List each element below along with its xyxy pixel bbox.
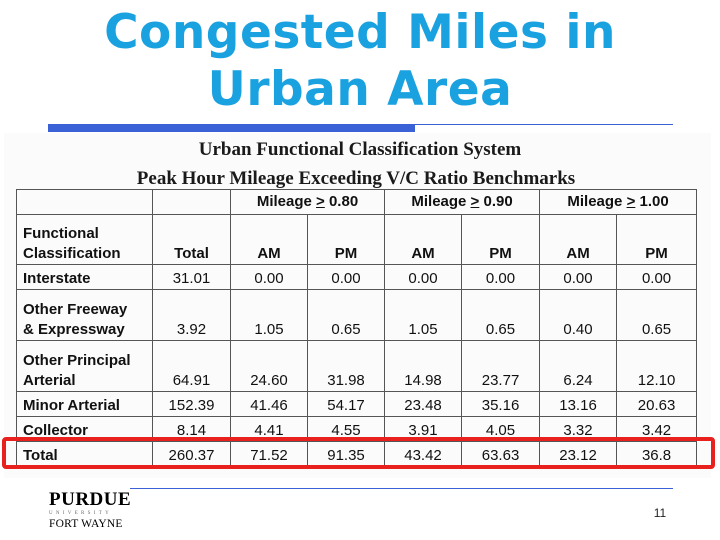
table-cell: 0.00 bbox=[539, 264, 618, 290]
row-label: Other Freeway & Expressway bbox=[16, 289, 153, 341]
table-cell: 91.35 bbox=[306, 441, 386, 467]
logo-university: UNIVERSITY bbox=[49, 511, 112, 516]
table-cell: 24.60 bbox=[230, 340, 308, 392]
total-row-highlight bbox=[2, 437, 715, 469]
header-pm: PM bbox=[616, 214, 698, 265]
table-cell: 0.00 bbox=[461, 264, 541, 290]
table-cell: 31.98 bbox=[306, 340, 386, 392]
table-cell: 1.05 bbox=[384, 289, 463, 341]
table-row: Other Freeway & Expressway 3.92 1.05 0.65… bbox=[16, 289, 698, 341]
footer-divider bbox=[130, 488, 673, 489]
table-cell: 64.91 bbox=[152, 340, 231, 392]
column-header-row: Functional Classification Total AM PM AM … bbox=[16, 214, 698, 265]
group-header-090: Mileage > 0.90 bbox=[384, 189, 541, 215]
table-row-total: Total 260.37 71.52 91.35 43.42 63.63 23.… bbox=[16, 441, 698, 467]
table-cell: 0.65 bbox=[306, 289, 386, 341]
mileage-table: Mileage > 0.80 Mileage > 0.90 Mileage > … bbox=[16, 189, 698, 467]
table-cell: 0.00 bbox=[616, 264, 698, 290]
table-cell: 0.00 bbox=[230, 264, 308, 290]
table-cell: 0.00 bbox=[306, 264, 386, 290]
table-cell: 0.65 bbox=[461, 289, 541, 341]
row-label: Total bbox=[16, 441, 153, 467]
table-cell: 12.10 bbox=[616, 340, 698, 392]
table-cell: 23.48 bbox=[384, 391, 463, 417]
table-cell: 14.98 bbox=[384, 340, 463, 392]
title-accent-line bbox=[415, 124, 673, 125]
slide-title-line1: Congested Miles in bbox=[104, 5, 616, 60]
table-cell: 6.24 bbox=[539, 340, 618, 392]
table-cell: 1.05 bbox=[230, 289, 308, 341]
header-total: Total bbox=[152, 214, 231, 265]
row-label: Interstate bbox=[16, 264, 153, 290]
row-label: Other Principal Arterial bbox=[16, 340, 153, 392]
table-subheading: Peak Hour Mileage Exceeding V/C Ratio Be… bbox=[136, 168, 576, 189]
table-cell: 71.52 bbox=[230, 441, 308, 467]
table-row: Interstate 31.01 0.00 0.00 0.00 0.00 0.0… bbox=[16, 264, 698, 290]
table-cell: 54.17 bbox=[306, 391, 386, 417]
header-functional-classification: Functional Classification bbox=[16, 214, 153, 265]
table-cell: 0.40 bbox=[539, 289, 618, 341]
table-cell: 23.77 bbox=[461, 340, 541, 392]
blank-cell bbox=[16, 189, 153, 215]
table-cell: 43.42 bbox=[384, 441, 463, 467]
logo-campus: FORT WAYNE bbox=[49, 518, 123, 530]
table-cell: 31.01 bbox=[152, 264, 231, 290]
slide-title-line2: Urban Area bbox=[207, 62, 513, 117]
table-cell: 260.37 bbox=[152, 441, 231, 467]
group-header-row: Mileage > 0.80 Mileage > 0.90 Mileage > … bbox=[16, 189, 698, 215]
blank-cell bbox=[152, 189, 231, 215]
table-cell: 41.46 bbox=[230, 391, 308, 417]
table-cell: 0.65 bbox=[616, 289, 698, 341]
table-row: Minor Arterial 152.39 41.46 54.17 23.48 … bbox=[16, 391, 698, 417]
header-am: AM bbox=[539, 214, 618, 265]
table-heading: Urban Functional Classification System bbox=[198, 139, 522, 160]
table-cell: 0.00 bbox=[384, 264, 463, 290]
group-header-080: Mileage > 0.80 bbox=[229, 189, 386, 215]
page-number: 11 bbox=[653, 506, 667, 520]
table-cell: 13.16 bbox=[539, 391, 618, 417]
table-cell: 20.63 bbox=[616, 391, 698, 417]
header-am: AM bbox=[230, 214, 308, 265]
logo-wordmark: PURDUE bbox=[49, 489, 132, 510]
table-cell: 35.16 bbox=[461, 391, 541, 417]
row-label: Minor Arterial bbox=[16, 391, 153, 417]
purdue-fort-wayne-logo: PURDUE UNIVERSITY FORT WAYNE bbox=[49, 490, 131, 536]
header-pm: PM bbox=[306, 214, 386, 265]
group-header-100: Mileage > 1.00 bbox=[539, 189, 698, 215]
header-pm: PM bbox=[461, 214, 541, 265]
table-cell: 3.92 bbox=[152, 289, 231, 341]
header-am: AM bbox=[384, 214, 463, 265]
table-row: Other Principal Arterial 64.91 24.60 31.9… bbox=[16, 340, 698, 392]
table-cell: 36.8 bbox=[616, 441, 698, 467]
title-accent-bar bbox=[48, 124, 415, 132]
slide-title: Congested Miles in Urban Area bbox=[0, 4, 720, 118]
table-cell: 152.39 bbox=[152, 391, 231, 417]
